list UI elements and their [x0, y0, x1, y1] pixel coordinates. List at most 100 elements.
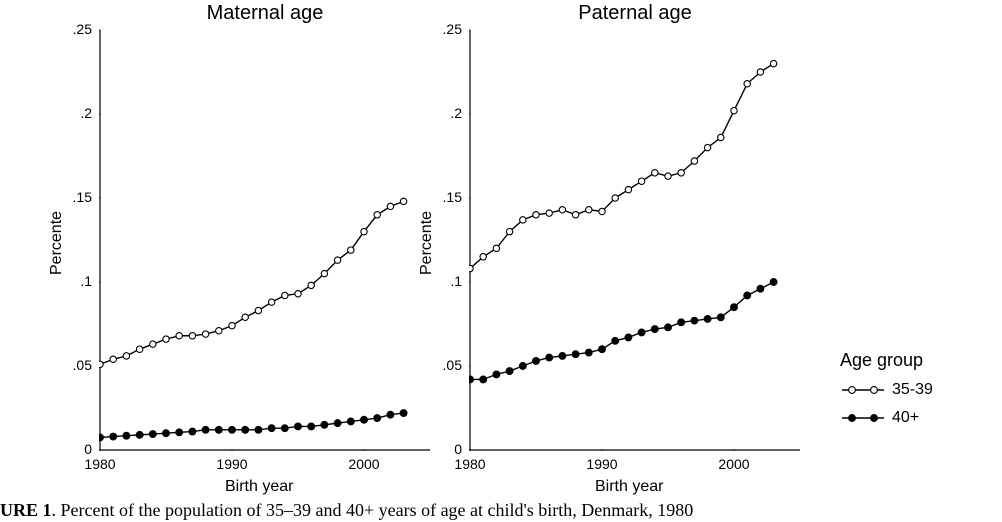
series-marker-maternal-40+: [189, 428, 196, 435]
series-marker-maternal-40+: [308, 423, 315, 430]
series-marker-maternal-35-39: [361, 228, 367, 234]
series-marker-maternal-40+: [215, 426, 222, 433]
series-line-paternal-40+: [470, 282, 774, 379]
series-marker-maternal-40+: [176, 429, 183, 436]
series-marker-maternal-35-39: [189, 333, 195, 339]
series-marker-maternal-40+: [387, 411, 394, 418]
series-marker-paternal-35-39: [520, 217, 526, 223]
xtick-label: 2000: [714, 456, 754, 472]
series-marker-paternal-35-39: [599, 208, 605, 214]
series-marker-paternal-35-39: [506, 228, 512, 234]
y-axis-label-maternal: Percente: [48, 211, 66, 275]
ytick-label: .2: [450, 105, 462, 121]
xtick-label: 1990: [582, 456, 622, 472]
legend-swatch-35-39: [840, 380, 886, 400]
series-marker-paternal-40+: [691, 317, 698, 324]
series-marker-maternal-35-39: [268, 299, 274, 305]
ytick-label: 0: [84, 441, 92, 457]
series-line-maternal-35-39: [100, 201, 404, 364]
legend-label-35-39: 35-39: [892, 381, 933, 399]
series-marker-maternal-35-39: [136, 346, 142, 352]
series-marker-paternal-35-39: [572, 212, 578, 218]
series-marker-paternal-40+: [572, 351, 579, 358]
series-marker-paternal-40+: [612, 337, 619, 344]
series-marker-paternal-40+: [506, 368, 513, 375]
series-marker-paternal-40+: [717, 314, 724, 321]
series-marker-maternal-35-39: [110, 356, 116, 362]
series-marker-paternal-35-39: [665, 173, 671, 179]
series-marker-maternal-35-39: [123, 353, 129, 359]
series-marker-paternal-35-39: [744, 81, 750, 87]
series-line-paternal-35-39: [470, 64, 774, 269]
ytick-label: .05: [73, 357, 92, 373]
series-marker-maternal-35-39: [202, 331, 208, 337]
series-marker-maternal-35-39: [334, 257, 340, 263]
series-marker-maternal-40+: [163, 430, 170, 437]
series-marker-paternal-40+: [469, 376, 473, 383]
x-axis-label-maternal: Birth year: [225, 478, 293, 496]
series-marker-maternal-35-39: [282, 292, 288, 298]
series-marker-paternal-35-39: [625, 186, 631, 192]
series-marker-maternal-35-39: [348, 247, 354, 253]
series-marker-maternal-40+: [374, 415, 381, 422]
series-marker-paternal-40+: [757, 285, 764, 292]
series-marker-paternal-40+: [665, 324, 672, 331]
series-marker-paternal-40+: [519, 363, 526, 370]
figure-caption-prefix: URE 1: [0, 500, 52, 520]
figure-caption: URE 1. Percent of the population of 35–3…: [0, 500, 1002, 521]
series-marker-paternal-40+: [731, 304, 738, 311]
series-marker-maternal-40+: [361, 416, 368, 423]
series-marker-maternal-35-39: [163, 336, 169, 342]
series-marker-maternal-40+: [400, 410, 407, 417]
series-marker-maternal-40+: [242, 426, 249, 433]
series-marker-paternal-35-39: [612, 195, 618, 201]
series-marker-maternal-40+: [136, 431, 143, 438]
series-marker-paternal-40+: [559, 353, 566, 360]
series-marker-paternal-40+: [678, 319, 685, 326]
series-marker-maternal-35-39: [216, 328, 222, 334]
panel-title-paternal: Paternal age: [470, 2, 800, 25]
figure: Maternal age0.05.1.15.2.25198019902000Bi…: [0, 0, 1002, 522]
series-marker-maternal-35-39: [400, 198, 406, 204]
ytick-label: .15: [443, 189, 462, 205]
series-marker-maternal-40+: [202, 426, 209, 433]
series-marker-paternal-40+: [638, 329, 645, 336]
series-marker-paternal-40+: [744, 292, 751, 299]
series-marker-maternal-40+: [334, 420, 341, 427]
series-marker-maternal-35-39: [99, 361, 103, 367]
xtick-label: 1990: [212, 456, 252, 472]
figure-caption-text: . Percent of the population of 35–39 and…: [52, 500, 694, 520]
series-marker-maternal-40+: [321, 421, 328, 428]
series-marker-paternal-35-39: [469, 265, 473, 271]
xtick-label: 1980: [450, 456, 490, 472]
series-marker-paternal-35-39: [757, 69, 763, 75]
ytick-label: 0: [454, 441, 462, 457]
series-marker-maternal-35-39: [150, 341, 156, 347]
series-marker-paternal-35-39: [678, 170, 684, 176]
series-marker-paternal-35-39: [691, 158, 697, 164]
series-marker-maternal-35-39: [308, 282, 314, 288]
ytick-label: .1: [80, 273, 92, 289]
series-marker-paternal-40+: [493, 371, 500, 378]
y-axis-label-paternal: Percente: [418, 211, 436, 275]
series-marker-maternal-35-39: [229, 322, 235, 328]
series-marker-paternal-40+: [625, 334, 632, 341]
series-marker-paternal-35-39: [559, 207, 565, 213]
panel-plot-maternal: [99, 29, 431, 451]
series-marker-maternal-40+: [281, 425, 288, 432]
series-marker-paternal-40+: [546, 354, 553, 361]
series-marker-paternal-40+: [704, 316, 711, 323]
series-marker-paternal-35-39: [533, 212, 539, 218]
series-marker-maternal-35-39: [295, 291, 301, 297]
series-marker-maternal-35-39: [321, 270, 327, 276]
series-marker-paternal-35-39: [718, 134, 724, 140]
ytick-label: .2: [80, 105, 92, 121]
series-marker-maternal-35-39: [176, 333, 182, 339]
series-marker-maternal-40+: [268, 425, 275, 432]
panel-title-maternal: Maternal age: [100, 2, 430, 25]
series-marker-paternal-35-39: [638, 178, 644, 184]
series-line-maternal-40+: [100, 413, 404, 437]
xtick-label: 2000: [344, 456, 384, 472]
series-marker-maternal-35-39: [374, 212, 380, 218]
series-marker-paternal-35-39: [704, 144, 710, 150]
